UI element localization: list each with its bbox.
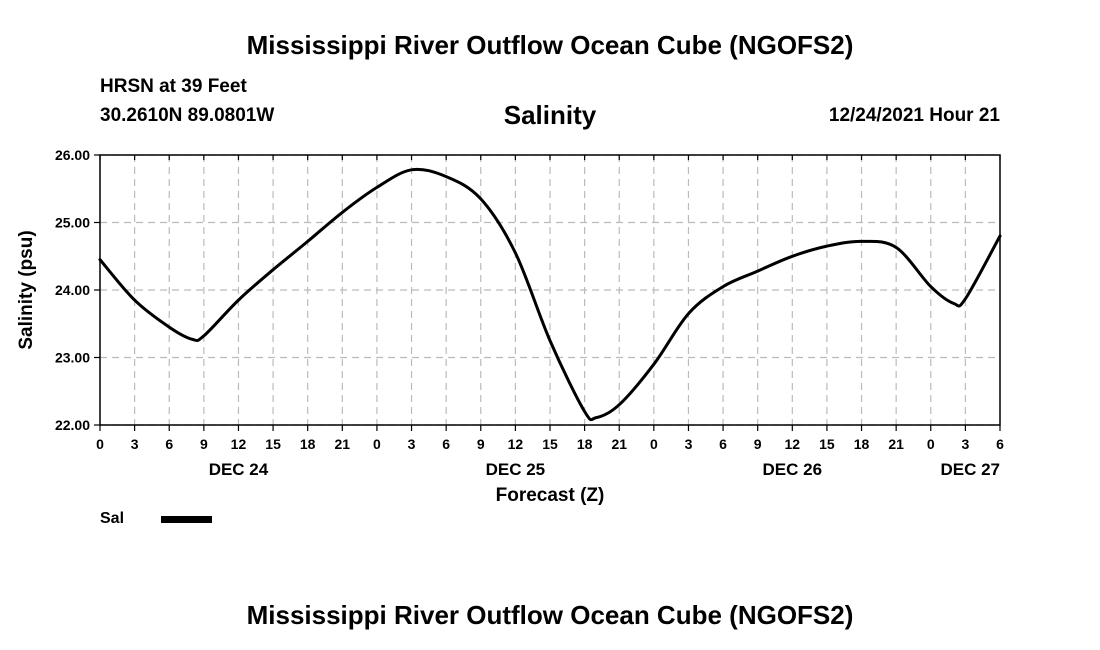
x-tick-label: 3 [961, 436, 969, 452]
x-tick-label: 6 [165, 436, 173, 452]
station-coordinates: 30.2610N 89.0801W [100, 105, 275, 126]
chart-grid [100, 154, 1000, 426]
x-tick-label: 12 [785, 436, 801, 452]
chart-axes: 22.00 23.00 24.00 25.00 26.00 0 3 6 9 12 15 18 21 0 3 6… [55, 147, 1004, 479]
x-day-label: DEC 27 [940, 460, 1000, 479]
x-tick-label: 15 [265, 436, 281, 452]
x-tick-label: 0 [927, 436, 935, 452]
x-tick-label: 18 [300, 436, 316, 452]
x-tick-label: 9 [477, 436, 485, 452]
legend-line-sal [161, 516, 212, 523]
x-tick-label: 9 [200, 436, 208, 452]
main-title: Mississippi River Outflow Ocean Cube (NG… [246, 30, 854, 60]
y-axis-label: Salinity (psu) [16, 230, 37, 349]
legend-label-sal: Sal [100, 510, 125, 527]
x-tick-label: 0 [96, 436, 104, 452]
x-tick-label: 18 [854, 436, 870, 452]
x-tick-label: 12 [231, 436, 247, 452]
y-tick-label: 23.00 [55, 350, 90, 366]
x-tick-label: 12 [508, 436, 524, 452]
x-tick-label: 6 [719, 436, 727, 452]
x-day-label: DEC 25 [486, 460, 546, 479]
x-tick-label: 15 [542, 436, 558, 452]
x-tick-label: 21 [335, 436, 351, 452]
x-tick-label: 18 [577, 436, 593, 452]
x-tick-label: 0 [373, 436, 381, 452]
y-tick-label: 24.00 [55, 282, 90, 298]
x-tick-label: 0 [650, 436, 658, 452]
x-tick-label: 6 [442, 436, 450, 452]
chart-title: Salinity [503, 100, 597, 130]
y-tick-label: 26.00 [55, 147, 90, 163]
x-tick-label: 15 [819, 436, 835, 452]
x-tick-label: 3 [408, 436, 416, 452]
station-label: HRSN at 39 Feet [100, 76, 247, 97]
series-line-sal [98, 167, 1002, 422]
footer-title: Mississippi River Outflow Ocean Cube (NG… [246, 600, 854, 630]
x-day-label: DEC 24 [209, 460, 269, 479]
x-tick-label: 9 [754, 436, 762, 452]
x-tick-label: 21 [888, 436, 904, 452]
x-axis-label: Forecast (Z) [496, 485, 605, 506]
x-day-label: DEC 26 [763, 460, 823, 479]
y-tick-label: 22.00 [55, 417, 90, 433]
y-tick-label: 25.00 [55, 215, 90, 231]
x-tick-label: 6 [996, 436, 1004, 452]
x-tick-label: 3 [131, 436, 139, 452]
x-tick-label: 21 [611, 436, 627, 452]
forecast-datetime: 12/24/2021 Hour 21 [828, 105, 1000, 126]
x-tick-label: 3 [685, 436, 693, 452]
